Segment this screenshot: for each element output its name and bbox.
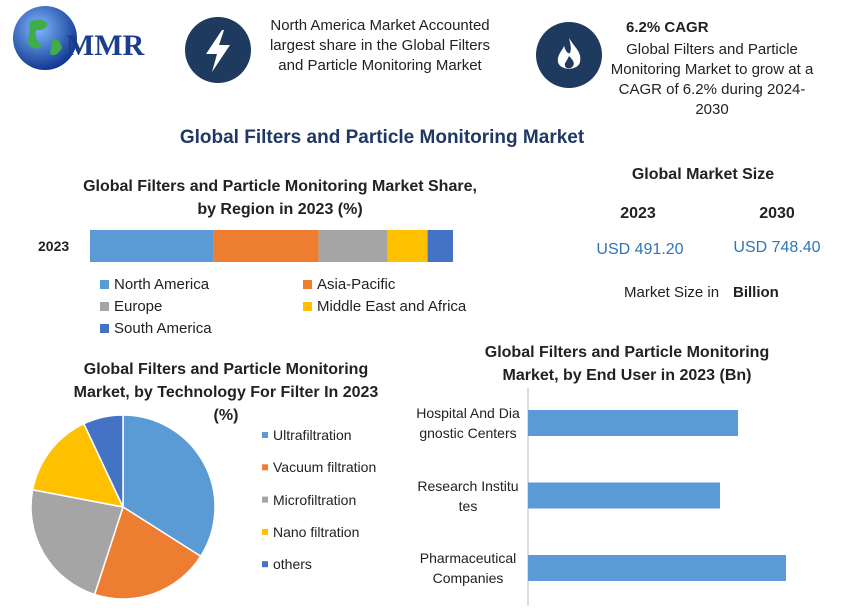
bar-segment — [387, 230, 428, 262]
highlight-text: North America Market Accounted largest s… — [269, 17, 491, 74]
chart-title: Global Filters and Particle Monitoring M… — [83, 178, 477, 218]
highlight-text: Global Filters and Particle Monitoring M… — [610, 41, 814, 118]
legend-label: others — [273, 556, 312, 573]
legend-swatch — [303, 280, 312, 289]
logo-text: MMR — [66, 29, 145, 62]
flame-icon-inner — [564, 56, 574, 69]
category-label: Hospital And Diagnostic Centers — [416, 405, 520, 441]
bar-segment — [427, 230, 453, 262]
category-label: Research Institutes — [417, 477, 519, 514]
legend-swatch — [262, 496, 268, 503]
legend-label: Europe — [114, 298, 163, 315]
legend-label: North America — [114, 276, 210, 293]
year-label: 2023 — [620, 205, 656, 222]
legend-swatch — [262, 464, 268, 471]
bar-segment — [90, 230, 214, 262]
legend-swatch — [100, 280, 109, 289]
legend-label: Vacuum filtration — [273, 459, 377, 476]
legend-label: Microfiltration — [273, 491, 357, 508]
bar-segment — [213, 230, 319, 262]
logo-land — [28, 19, 62, 56]
legend-label: Ultrafiltration — [273, 427, 352, 443]
legend-label: Middle East and Africa — [317, 298, 467, 315]
main-title: Global Filters and Particle Monitoring M… — [179, 127, 585, 148]
market-size-title: Global Market Size — [631, 166, 775, 183]
chart-title: Global Filters and Particle Monitoring M… — [73, 361, 379, 424]
pie-slice — [82, 414, 124, 508]
category-label: Pharmaceutical Companies — [419, 550, 517, 586]
bar — [528, 410, 739, 436]
market-value: USD 491.20 — [596, 241, 684, 258]
legend-swatch — [262, 528, 268, 535]
logo-globe — [13, 6, 77, 70]
highlight-title: 6.2% CAGR — [626, 19, 709, 36]
bar — [528, 482, 721, 509]
pie-slice — [93, 505, 202, 600]
legend-swatch — [262, 561, 268, 568]
market-size-unit: Billion — [733, 284, 779, 301]
market-value: USD 748.40 — [733, 239, 821, 256]
chart-title: Global Filters and Particle Monitoring M… — [484, 344, 770, 384]
year-label: 2030 — [759, 205, 795, 222]
bar — [528, 555, 786, 581]
bar-segment — [318, 230, 388, 262]
pie-slice — [30, 488, 124, 596]
pie-slice — [31, 422, 125, 509]
market-size-note: Market Size in — [624, 284, 720, 301]
legend-label: Asia-Pacific — [317, 276, 396, 293]
legend-label: South America — [114, 320, 212, 337]
bolt-icon — [206, 30, 230, 72]
legend-label: Nano filtration — [273, 523, 360, 540]
category-label: 2023 — [38, 238, 70, 254]
legend-swatch — [303, 302, 312, 311]
legend-swatch — [100, 302, 109, 311]
flame-icon — [557, 38, 581, 69]
legend-swatch — [262, 432, 268, 438]
legend-swatch — [100, 324, 109, 333]
